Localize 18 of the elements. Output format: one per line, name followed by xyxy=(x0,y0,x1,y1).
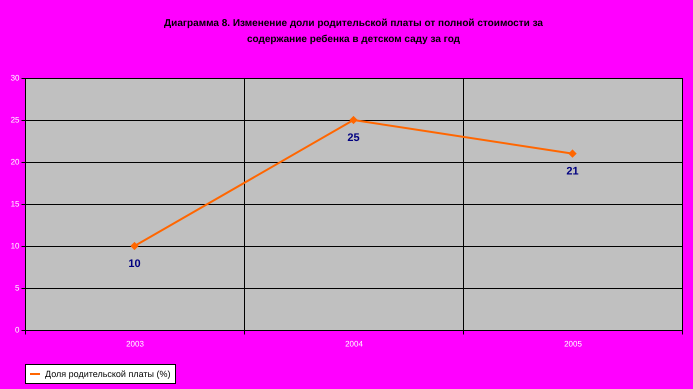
legend-label: Доля родительской платы (%) xyxy=(45,369,170,379)
x-tick-label: 2004 xyxy=(345,340,364,348)
chart-title: Диаграмма 8. Изменение доли родительской платы от полной стоимости за содержание ребенка в детском саду за год xyxy=(164,18,544,45)
y-tick-label: 20 xyxy=(10,158,20,166)
x-tick-label: 2005 xyxy=(564,340,582,348)
y-tick-label: 10 xyxy=(10,242,20,250)
x-tick-label: 2003 xyxy=(126,340,144,348)
point xyxy=(568,149,577,158)
data-label: 25 xyxy=(347,132,360,144)
y-tick-label: 0 xyxy=(15,326,20,334)
point xyxy=(349,116,358,124)
y-tick-label: 30 xyxy=(10,74,20,82)
y-tick-label: 25 xyxy=(10,116,20,124)
point xyxy=(130,242,139,250)
data-label: 21 xyxy=(566,166,579,178)
y-tick-label: 5 xyxy=(15,284,20,292)
data-label: 10 xyxy=(128,258,141,270)
y-tick-label: 15 xyxy=(10,200,20,208)
